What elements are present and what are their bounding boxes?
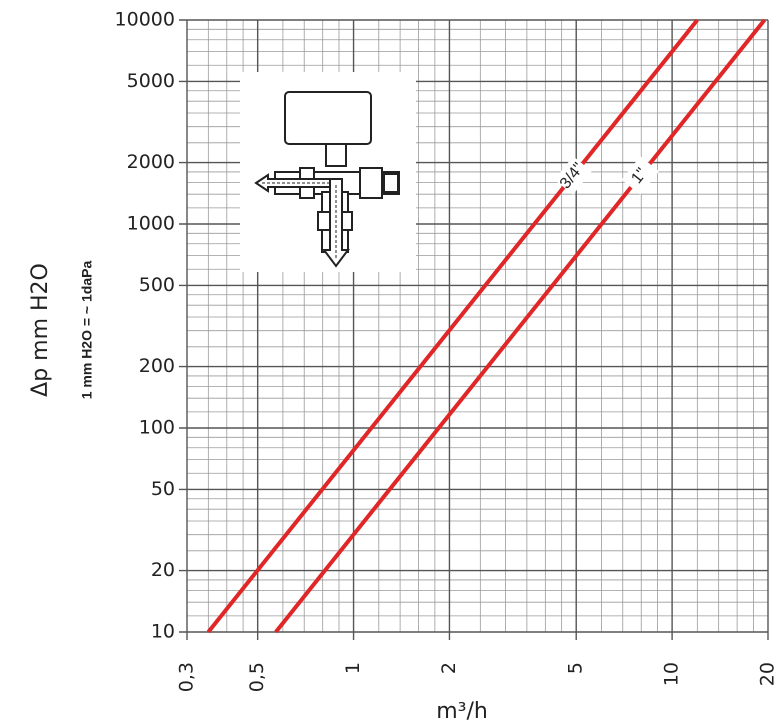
y-tick-label: 20	[151, 559, 175, 581]
x-axis-label: m³/h	[436, 699, 488, 724]
x-tick-label: 0,5	[246, 662, 268, 692]
y-tick-label: 5000	[127, 70, 175, 92]
inset-illustration	[240, 72, 416, 272]
x-tick-label: 2	[438, 662, 460, 674]
x-tick-label: 10	[661, 662, 683, 686]
y-tick-label: 10	[151, 621, 175, 643]
y-tick-label: 50	[151, 478, 175, 500]
y-tick-label: 500	[139, 274, 175, 296]
y-axis-sublabel: 1 mm H2O = ~ 1daPa	[79, 261, 95, 400]
y-tick-label: 100	[139, 417, 175, 439]
y-tick-label: 1000	[127, 213, 175, 235]
y-axis-label: Δp mm H2O	[28, 263, 53, 397]
x-tick-label: 1	[342, 662, 364, 674]
y-tick-label: 10000	[115, 9, 175, 31]
y-tick-label: 200	[139, 355, 175, 377]
y-tick-label: 2000	[127, 151, 175, 173]
x-tick-label: 0,3	[176, 662, 198, 692]
x-tick-label: 20	[757, 662, 779, 686]
chart: Δp mm H2O 1 mm H2O = ~ 1daPa m³/h 102050…	[0, 0, 781, 727]
x-tick-label: 5	[565, 662, 587, 674]
